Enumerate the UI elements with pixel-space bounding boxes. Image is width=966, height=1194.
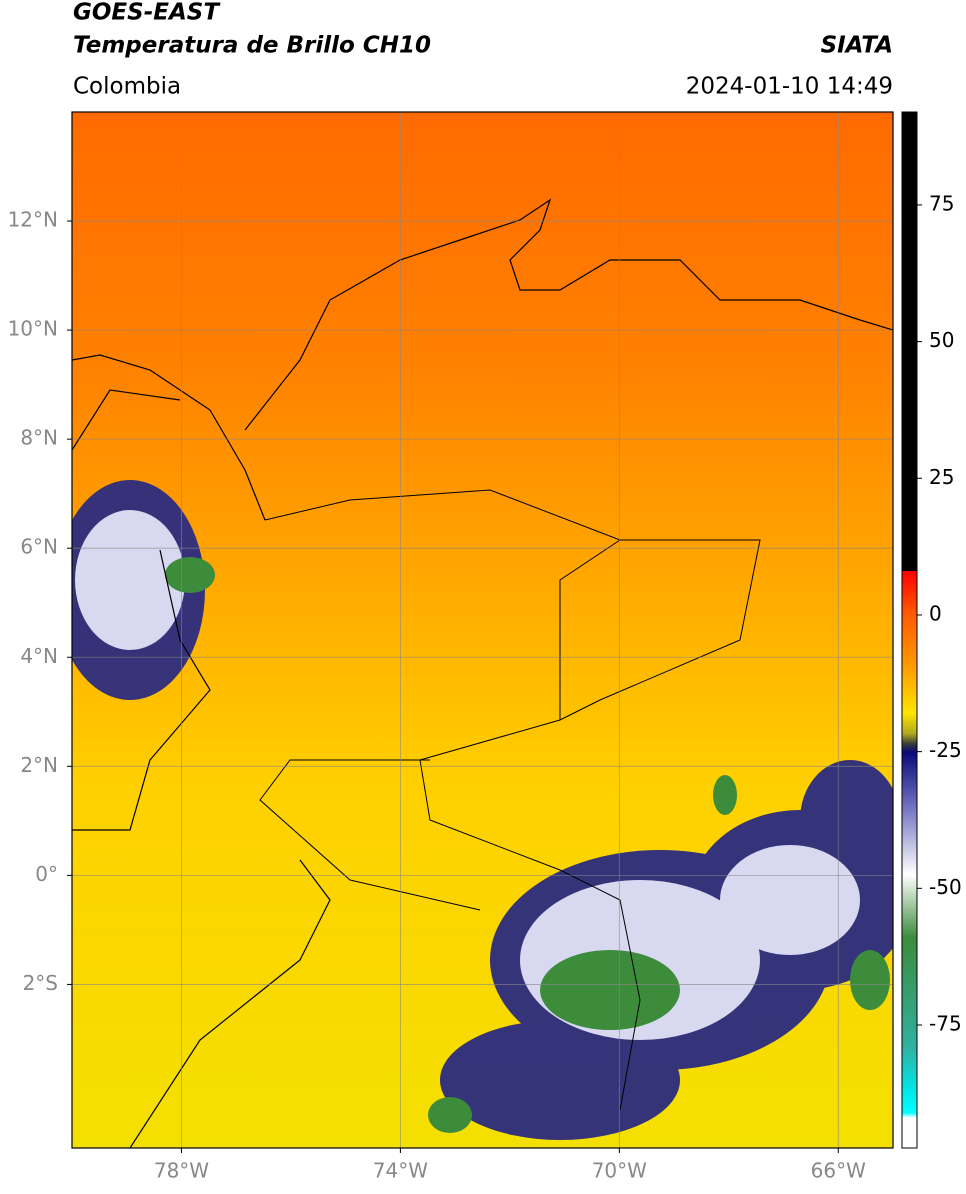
y-tick-label: 4°N [20, 644, 58, 668]
datetime: 2024-01-10 14:49 [686, 74, 893, 100]
y-tick-label: 8°N [20, 426, 58, 450]
source: SIATA [821, 33, 893, 59]
y-tick-label: 2°N [20, 753, 58, 777]
y-tick-label: 2°S [23, 971, 58, 995]
colorbar-tick-label: 0 [929, 601, 942, 625]
colorbar-tick-label: 75 [929, 191, 954, 215]
colorbar-tick-label: 50 [929, 328, 954, 352]
y-tick-label: 10°N [8, 317, 58, 341]
y-tick-label: 0° [35, 862, 58, 886]
colorbar-tick-label: 25 [929, 465, 954, 489]
colorbar-tick-label: -50 [929, 875, 962, 899]
x-tick-label: 70°W [592, 1159, 647, 1183]
colorbar-tick-label: -25 [929, 738, 962, 762]
grid [72, 112, 893, 1148]
subtitle: Temperatura de Brillo CH10 [73, 33, 431, 59]
region: Colombia [73, 74, 181, 100]
map-image [72, 112, 893, 1148]
x-tick-label: 66°W [811, 1159, 866, 1183]
x-tick-label: 78°W [154, 1159, 209, 1183]
colorbar-tick-label: -75 [929, 1011, 962, 1035]
y-tick-label: 12°N [8, 208, 58, 232]
map-frame [71, 111, 894, 1149]
y-tick-label: 6°N [20, 535, 58, 559]
x-tick-label: 74°W [373, 1159, 428, 1183]
colorbar [901, 111, 918, 1149]
title: GOES-EAST [73, 0, 221, 26]
